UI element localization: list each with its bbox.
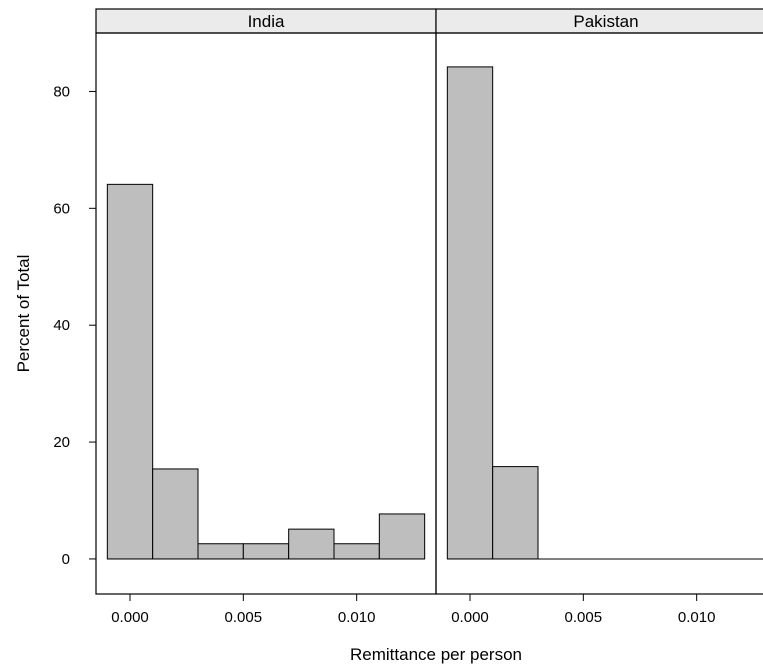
- histogram-bar: [446, 66, 494, 560]
- x-axis-title: Remittance per person: [350, 645, 522, 664]
- y-tick-label: 80: [53, 83, 70, 100]
- panel-frame: [435, 32, 763, 595]
- histogram-bar: [492, 466, 539, 560]
- histogram-bar: [333, 543, 380, 560]
- histogram-bar: [197, 543, 244, 560]
- strip-label: India: [248, 12, 285, 31]
- strip-india: [95, 8, 437, 34]
- panels-layer: India 0.000 0.005 0.010 Pakistan 0.000 0.005 0.…: [95, 8, 763, 626]
- panel-pakistan: Pakistan 0.000 0.005 0.010: [435, 8, 763, 626]
- x-tick-label: 0.000: [111, 609, 149, 626]
- x-tick-label: 0.010: [678, 609, 716, 626]
- x-tick-label: 0.010: [338, 609, 376, 626]
- y-tick-label: 40: [53, 317, 70, 334]
- y-tick-label: 20: [53, 434, 70, 451]
- histogram-bar: [106, 183, 154, 560]
- y-tick-label: 60: [53, 200, 70, 217]
- y-axis-title: Percent of Total: [14, 255, 33, 373]
- panel-india: India 0.000 0.005 0.010: [95, 8, 437, 626]
- x-tick-label: 0.005: [565, 609, 603, 626]
- y-axis: 0 20 40 60 80: [53, 83, 96, 568]
- histogram-bar: [378, 513, 426, 560]
- histogram-bar: [242, 543, 290, 560]
- strip-label: Pakistan: [573, 12, 638, 31]
- histogram-bar: [288, 528, 335, 560]
- histogram-bar: [152, 468, 199, 560]
- x-tick-label: 0.000: [451, 609, 489, 626]
- x-tick-label: 0.005: [225, 609, 263, 626]
- y-tick-label: 0: [62, 551, 70, 568]
